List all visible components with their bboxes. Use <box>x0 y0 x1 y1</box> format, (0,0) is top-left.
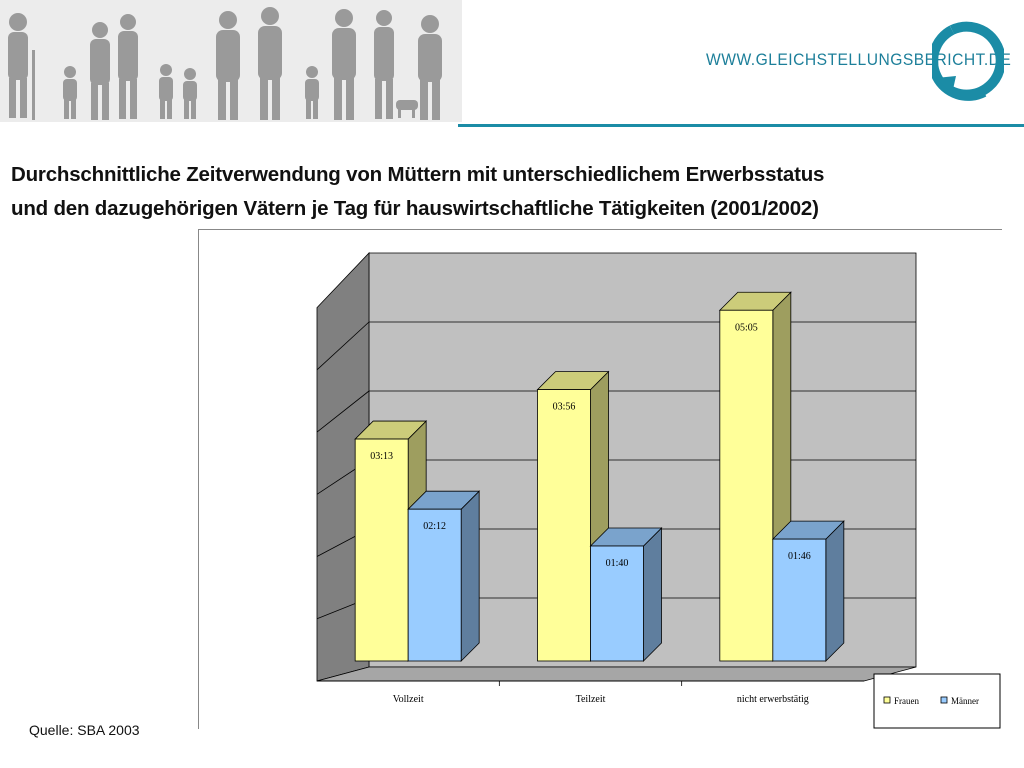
gridline-side <box>316 390 370 433</box>
bar-front <box>354 438 409 662</box>
header-divider <box>458 124 1024 127</box>
bar-side <box>825 520 845 662</box>
bar-side <box>460 490 480 662</box>
legend-swatch-maenner <box>940 696 948 704</box>
bar-front <box>719 309 774 662</box>
value-label: 05:05 <box>735 322 758 333</box>
bar-männer-0: 02:12 <box>407 490 481 662</box>
bar-chart: 03:13 02:12 Vollzeit 03:56 01:40 Teilzeit 05:0… <box>198 229 1002 729</box>
category-label: nicht erwerbstätig <box>737 694 809 705</box>
bar-frauen-1: 03:56 <box>536 370 610 662</box>
bar-front <box>537 389 591 662</box>
bar-side <box>643 527 662 662</box>
value-label: 02:12 <box>423 521 446 532</box>
chart-legend: Frauen Männer <box>873 673 1001 729</box>
floor <box>316 666 917 682</box>
legend-box <box>873 673 1001 729</box>
legend-label-frauen: Frauen <box>894 696 919 706</box>
gridline-side <box>316 321 370 371</box>
legend-label-maenner: Männer <box>951 696 979 706</box>
title-line-1: Durchschnittliche Zeitverwendung von Müt… <box>11 163 825 186</box>
gleichstellung-logo-icon <box>932 21 1004 101</box>
page-title: Durchschnittliche Zeitverwendung von Müt… <box>11 158 1019 226</box>
bar-männer-2: 01:46 <box>771 520 845 662</box>
source-note: Quelle: SBA 2003 <box>29 722 140 738</box>
title-line-2: und den dazugehörigen Vätern je Tag für … <box>11 197 819 220</box>
value-label: 01:40 <box>606 558 629 569</box>
bar-marks: 03:13 02:12 Vollzeit 03:56 01:40 Teilzeit 05:0… <box>354 291 845 705</box>
value-label: 03:56 <box>553 402 576 413</box>
legend-swatch-frauen <box>883 696 891 704</box>
bar-front <box>590 545 644 662</box>
family-silhouette-banner <box>0 0 462 122</box>
value-label: 01:46 <box>788 551 811 562</box>
bar-männer-1: 01:40 <box>589 527 663 662</box>
category-label: Vollzeit <box>393 694 424 705</box>
bar-front <box>407 508 462 662</box>
value-label: 03:13 <box>370 451 393 462</box>
bar-front <box>772 538 827 662</box>
category-label: Teilzeit <box>576 694 606 705</box>
chart-container: 03:13 02:12 Vollzeit 03:56 01:40 Teilzeit 05:0… <box>198 229 1002 729</box>
